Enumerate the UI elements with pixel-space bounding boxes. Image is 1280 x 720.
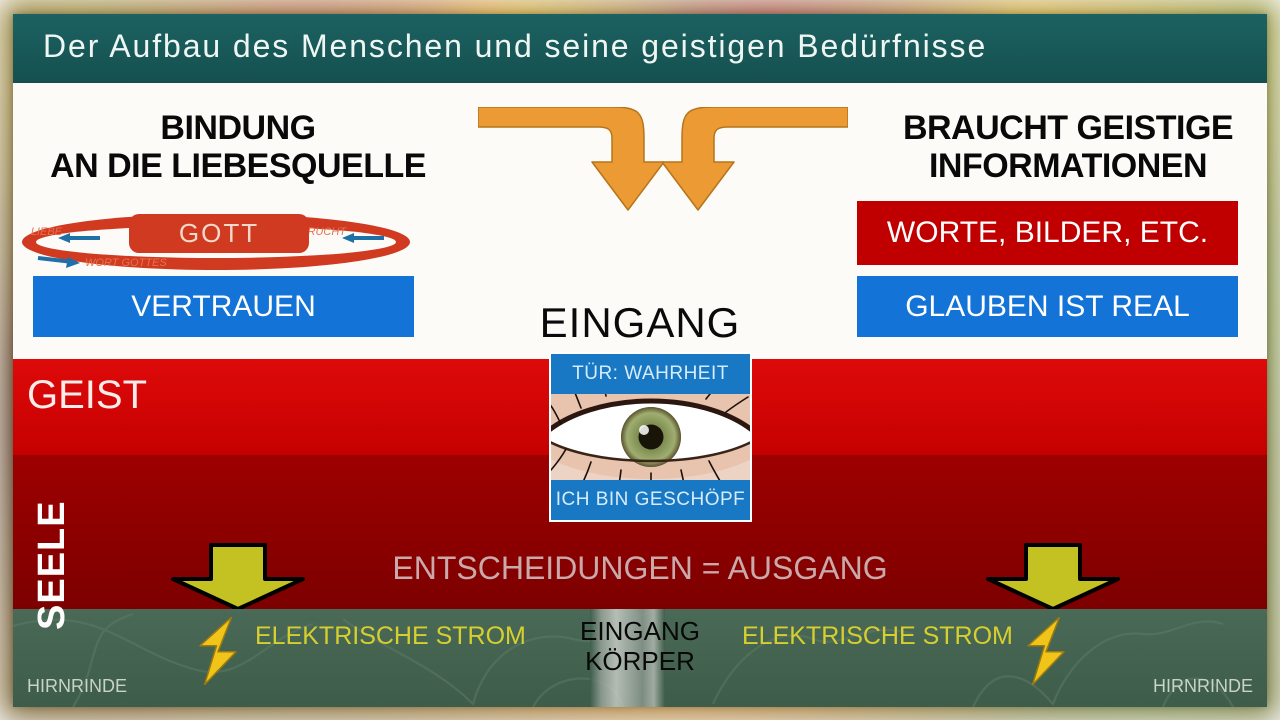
svg-text:WORT GOTTES: WORT GOTTES (85, 257, 167, 269)
svg-text:LIEBE: LIEBE (31, 226, 63, 238)
